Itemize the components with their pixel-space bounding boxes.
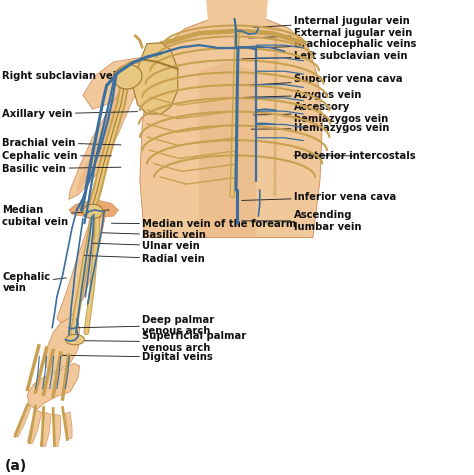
Text: Median
cubital vein: Median cubital vein xyxy=(2,205,109,227)
Polygon shape xyxy=(27,409,42,444)
Polygon shape xyxy=(83,57,161,109)
Polygon shape xyxy=(69,200,118,218)
Polygon shape xyxy=(69,76,145,200)
Text: Azygos vein: Azygos vein xyxy=(244,90,361,100)
Ellipse shape xyxy=(65,334,84,345)
Text: Deep palmar
venous arch: Deep palmar venous arch xyxy=(77,314,214,336)
Text: Ascending
lumbar vein: Ascending lumbar vein xyxy=(242,210,361,232)
Text: Basilic vein: Basilic vein xyxy=(102,230,206,240)
Text: Superior vena cava: Superior vena cava xyxy=(242,74,402,85)
Text: Hemiazygos vein: Hemiazygos vein xyxy=(251,123,389,133)
Text: Brachiocephalic veins: Brachiocephalic veins xyxy=(242,39,416,49)
Polygon shape xyxy=(76,90,126,195)
Text: Radial vein: Radial vein xyxy=(84,254,205,264)
Text: Inferior vena cava: Inferior vena cava xyxy=(242,192,396,202)
Ellipse shape xyxy=(114,65,142,89)
Text: Posterior intercostals: Posterior intercostals xyxy=(294,151,416,161)
Text: Ulnar vein: Ulnar vein xyxy=(92,241,200,251)
Polygon shape xyxy=(57,203,107,323)
Text: Brachial vein: Brachial vein xyxy=(2,137,121,148)
Text: Accessory
hemiazygos vein: Accessory hemiazygos vein xyxy=(254,102,388,124)
Polygon shape xyxy=(14,405,31,437)
Text: Superficial palmar
venous arch: Superficial palmar venous arch xyxy=(70,331,246,353)
Text: Digital veins: Digital veins xyxy=(61,352,213,362)
Polygon shape xyxy=(140,17,322,237)
Text: Right subclavian vein: Right subclavian vein xyxy=(2,71,173,81)
Text: Median vein of the forearm: Median vein of the forearm xyxy=(111,219,296,229)
Polygon shape xyxy=(45,318,80,373)
Text: Axillary vein: Axillary vein xyxy=(2,109,137,119)
Polygon shape xyxy=(27,363,80,409)
Text: Cephalic
vein: Cephalic vein xyxy=(2,272,66,294)
Text: Basilic vein: Basilic vein xyxy=(2,163,121,174)
Polygon shape xyxy=(65,412,72,439)
Ellipse shape xyxy=(83,204,103,218)
Polygon shape xyxy=(53,414,61,446)
Polygon shape xyxy=(133,43,178,114)
Polygon shape xyxy=(199,62,256,238)
Text: Internal jugular vein: Internal jugular vein xyxy=(254,16,410,28)
Text: Left subclavian vein: Left subclavian vein xyxy=(242,51,407,61)
Text: External jugular vein: External jugular vein xyxy=(249,28,412,38)
Text: Cephalic vein: Cephalic vein xyxy=(2,151,111,161)
Polygon shape xyxy=(206,0,268,28)
Text: (a): (a) xyxy=(5,459,27,473)
Polygon shape xyxy=(40,412,51,446)
